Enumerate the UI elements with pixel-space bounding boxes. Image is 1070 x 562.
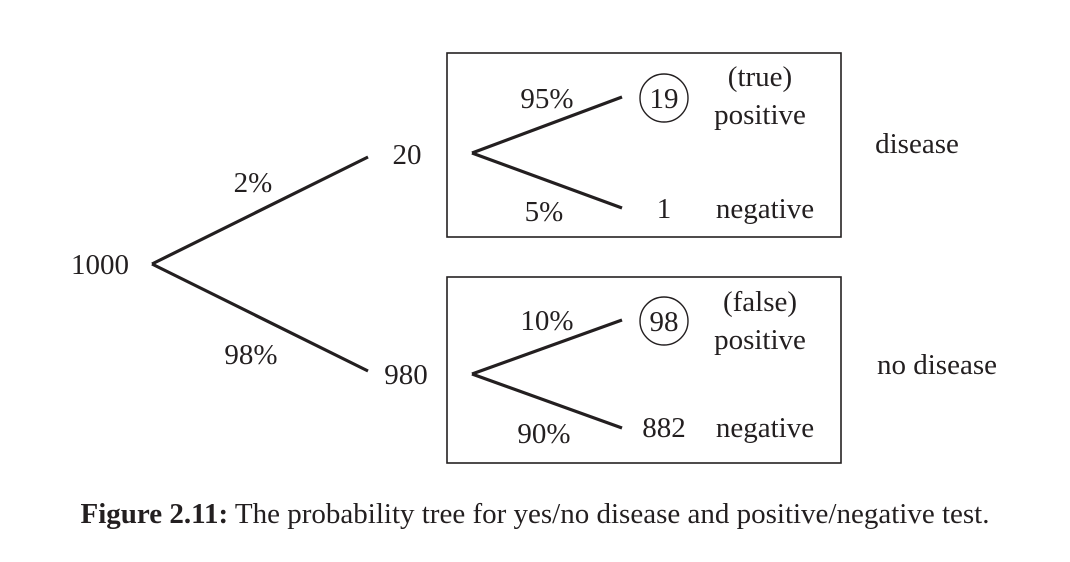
no-disease-negative-count: 882 [642, 412, 686, 444]
no-disease-negative-probability: 90% [517, 418, 570, 450]
disease-negative-probability: 5% [525, 196, 564, 228]
no-disease-subtree-box [446, 276, 842, 464]
figure-caption-label: Figure 2.11: [80, 498, 229, 530]
true-positive-circle [639, 73, 689, 123]
disease-label: disease [875, 128, 959, 160]
figure-caption-text: The probability tree for yes/no disease … [234, 498, 990, 530]
no-disease-negative-label: negative [716, 412, 814, 444]
branch-to-no-disease [151, 262, 369, 373]
disease-positive-probability: 95% [520, 83, 573, 115]
false-positive-count: 98 [650, 306, 679, 338]
true-positive-count: 19 [650, 83, 679, 115]
false-positive-qualifier: (false) [723, 286, 797, 318]
false-positive-label: positive [714, 324, 806, 356]
root-count: 1000 [71, 249, 129, 281]
no-disease-count: 980 [384, 359, 428, 391]
disease-count: 20 [393, 139, 422, 171]
true-positive-label: positive [714, 99, 806, 131]
branch-no-disease-positive [471, 318, 623, 376]
branch-to-disease [151, 155, 369, 266]
disease-negative-count: 1 [657, 193, 672, 225]
no-disease-positive-probability: 10% [520, 305, 573, 337]
disease-probability: 2% [234, 167, 273, 199]
probability-tree-diagram: 1000 2% 98% 20 980 95% 5% 19 (true) posi… [71, 52, 997, 464]
no-disease-label: no disease [877, 349, 997, 381]
branch-disease-negative [471, 151, 623, 210]
branch-disease-positive [471, 95, 623, 155]
no-disease-probability: 98% [224, 339, 277, 371]
true-positive-qualifier: (true) [728, 61, 792, 93]
figure-caption: Figure 2.11: The probability tree for ye… [0, 498, 1070, 531]
branch-no-disease-negative [471, 372, 623, 430]
disease-subtree-box [446, 52, 842, 238]
disease-negative-label: negative [716, 193, 814, 225]
false-positive-circle [639, 296, 689, 346]
